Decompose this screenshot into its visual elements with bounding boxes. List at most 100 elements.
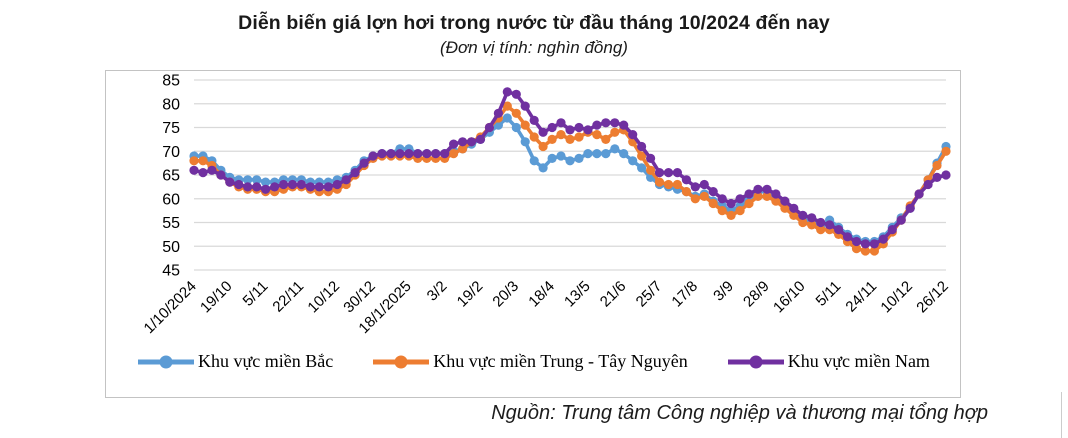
series-2-marker	[744, 189, 753, 198]
series-2-marker	[807, 213, 816, 222]
series-2-marker	[888, 225, 897, 234]
x-axis-label: 20/3	[489, 278, 522, 311]
series-2-marker	[368, 151, 377, 160]
series-2-marker	[583, 125, 592, 134]
series-1-marker	[646, 166, 655, 175]
series-2-marker	[610, 118, 619, 127]
y-axis-label-80: 80	[162, 96, 180, 113]
series-2-marker	[521, 102, 530, 111]
x-axis-label: 3/9	[710, 278, 737, 305]
series-2-marker	[360, 159, 369, 168]
series-2-marker	[834, 225, 843, 234]
series-2-marker	[771, 189, 780, 198]
x-axis-label: 24/11	[842, 278, 880, 316]
series-2-marker	[333, 180, 342, 189]
series-1-marker	[673, 180, 682, 189]
series-2-marker	[628, 130, 637, 139]
series-1-marker	[709, 199, 718, 208]
series-2-marker	[530, 116, 539, 125]
series-2-marker	[941, 170, 950, 179]
series-1-marker	[556, 130, 565, 139]
series-2-marker	[718, 194, 727, 203]
series-2-marker	[637, 142, 646, 151]
series-1-marker	[744, 199, 753, 208]
series-2-marker	[342, 175, 351, 184]
series-2-marker	[207, 166, 216, 175]
x-axis-label: 10/12	[877, 278, 916, 317]
series-2-marker	[700, 180, 709, 189]
x-axis-label: 1/10/2024	[141, 278, 200, 337]
legend-item-0: Khu vực miền Bắc	[136, 351, 333, 372]
series-0-marker	[583, 149, 592, 158]
series-2-marker	[852, 237, 861, 246]
series-1-marker	[664, 180, 673, 189]
series-1-marker	[736, 206, 745, 215]
series-2-marker	[458, 137, 467, 146]
series-2-marker	[619, 121, 628, 130]
series-2-marker	[727, 199, 736, 208]
series-2-marker	[288, 180, 297, 189]
series-2-marker	[798, 211, 807, 220]
series-1-marker	[521, 121, 530, 130]
series-2-marker	[351, 168, 360, 177]
series-2-marker	[422, 149, 431, 158]
series-0-marker	[503, 113, 512, 122]
chart-legend: Khu vực miền Bắc Khu vực miền Trung - Tây…	[106, 351, 960, 372]
x-axis-label: 22/11	[269, 278, 307, 316]
frame-edge-line	[1061, 392, 1062, 438]
series-1-marker	[691, 194, 700, 203]
series-2-marker	[485, 123, 494, 132]
series-2-marker	[386, 149, 395, 158]
y-axis-label-70: 70	[162, 144, 180, 161]
series-1-marker	[198, 156, 207, 165]
series-1-marker	[530, 132, 539, 141]
series-2-marker	[449, 140, 458, 149]
series-1-marker	[449, 149, 458, 158]
legend-marker-icon	[726, 353, 786, 371]
legend-dot	[749, 355, 762, 368]
series-2-marker	[440, 149, 449, 158]
series-1-marker	[548, 135, 557, 144]
x-axis-label: 10/12	[304, 278, 343, 317]
x-axis-label: 28/9	[740, 278, 773, 311]
series-2-marker	[548, 123, 557, 132]
series-2-marker	[682, 175, 691, 184]
series-1-marker	[718, 206, 727, 215]
series-0-marker	[637, 163, 646, 172]
series-2-marker	[252, 182, 261, 191]
series-2-marker	[691, 182, 700, 191]
series-2-marker	[932, 173, 941, 182]
legend-item-2: Khu vực miền Nam	[726, 351, 930, 372]
y-axis-label-75: 75	[162, 120, 180, 137]
series-2-marker	[789, 204, 798, 213]
series-2-marker	[601, 118, 610, 127]
x-axis-label: 3/2	[424, 278, 451, 305]
x-axis-label: 25/7	[633, 278, 666, 311]
series-2-marker	[825, 220, 834, 229]
series-2-marker	[494, 109, 503, 118]
series-1-marker	[610, 128, 619, 137]
series-2-marker	[736, 194, 745, 203]
series-1-marker	[932, 161, 941, 170]
series-2-marker	[709, 187, 718, 196]
y-axis-label-50: 50	[162, 239, 180, 256]
series-1-marker	[189, 156, 198, 165]
series-1-marker	[941, 147, 950, 156]
series-2-marker	[556, 118, 565, 127]
legend-dot	[395, 355, 408, 368]
y-axis-label-65: 65	[162, 168, 180, 185]
legend-marker-icon	[371, 353, 431, 371]
series-2-marker	[753, 185, 762, 194]
series-1-marker	[565, 135, 574, 144]
series-2-marker	[539, 128, 548, 137]
series-0-marker	[628, 156, 637, 165]
series-2-marker	[646, 154, 655, 163]
series-0-marker	[512, 123, 521, 132]
legend-item-1: Khu vực miền Trung - Tây Nguyên	[371, 351, 687, 372]
series-2-marker	[503, 87, 512, 96]
legend-dot	[160, 355, 173, 368]
series-2-marker	[216, 170, 225, 179]
series-2-marker	[574, 123, 583, 132]
x-axis-label: 21/6	[597, 278, 630, 311]
series-0-marker	[556, 151, 565, 160]
